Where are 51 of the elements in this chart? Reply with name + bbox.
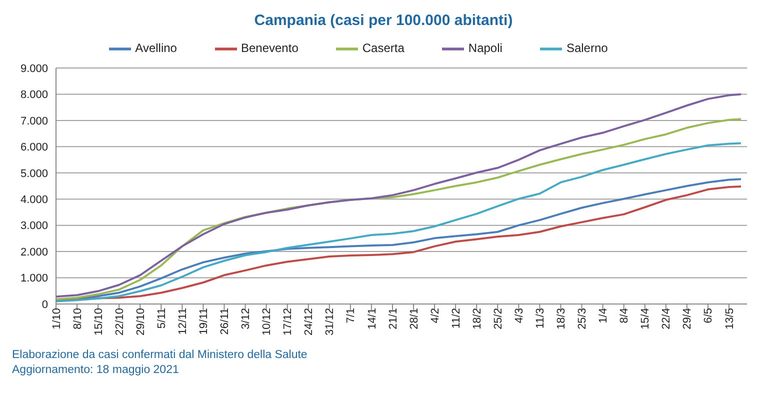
- y-tick-label: 5.000: [20, 168, 48, 180]
- y-tick-label: 0: [42, 298, 48, 311]
- x-tick-label: 6/5: [702, 308, 715, 324]
- y-tick-label: 6.000: [20, 142, 48, 154]
- chart-title: Campania (casi per 100.000 abitanti): [253, 11, 514, 31]
- x-tick-label: 24/12: [303, 308, 316, 336]
- x-tick-label: 11/3: [534, 308, 547, 329]
- x-tick-label: 1/10: [50, 308, 63, 330]
- y-tick-label: 9.000: [20, 62, 48, 75]
- x-tick-label: 22/4: [660, 308, 673, 330]
- x-tick-label: 31/12: [324, 308, 336, 336]
- y-tick-label: 2.000: [20, 246, 48, 258]
- x-tick-label: 18/3: [556, 308, 568, 330]
- x-tick-label: 17/12: [282, 308, 294, 336]
- legend-label: Avellino: [135, 41, 177, 56]
- x-tick-label: 14/1: [366, 308, 378, 330]
- x-tick-label: 4/2: [429, 308, 442, 324]
- x-tick-label: 28/1: [408, 308, 420, 330]
- x-tick-label: 10/12: [261, 308, 274, 336]
- x-tick-label: 8/4: [618, 308, 631, 324]
- y-tick-label: 1.000: [20, 272, 48, 285]
- x-tick-label: 8/10: [72, 308, 84, 330]
- x-tick-label: 22/10: [114, 308, 126, 336]
- legend-label: Salerno: [566, 41, 608, 56]
- x-tick-label: 1/4: [598, 308, 610, 324]
- x-tick-label: 15/10: [92, 308, 105, 336]
- legend-label: Napoli: [468, 41, 502, 56]
- y-tick-label: 8.000: [20, 89, 48, 102]
- legend-label: Benevento: [240, 41, 298, 56]
- x-tick-label: 18/2: [471, 308, 484, 330]
- y-tick-label: 3.000: [20, 220, 48, 232]
- x-tick-label: 7/1: [345, 308, 358, 324]
- x-tick-label: 29/4: [682, 308, 694, 330]
- text: Elaborazione da casi confermati dal Ministero della Salute: [12, 348, 308, 363]
- x-tick-label: 11/2: [450, 308, 462, 329]
- x-tick-label: 13/5: [724, 308, 736, 330]
- y-tick-label: 4.000: [20, 194, 48, 206]
- legend-label: Caserta: [362, 41, 404, 56]
- x-tick-label: 29/10: [134, 308, 147, 336]
- x-tick-label: 21/1: [387, 308, 400, 330]
- y-tick-label: 7.000: [20, 115, 48, 128]
- text: Aggiornamento: 18 maggio 2021: [12, 363, 180, 378]
- x-tick-label: 26/11: [219, 308, 232, 335]
- x-tick-label: 4/3: [513, 308, 526, 324]
- x-tick-label: 5/11: [156, 308, 168, 329]
- x-tick-label: 19/11: [198, 308, 210, 335]
- x-tick-label: 25/2: [492, 308, 504, 330]
- x-tick-label: 25/3: [576, 308, 589, 330]
- x-tick-label: 15/4: [640, 308, 652, 330]
- x-tick-label: 12/11: [176, 308, 189, 335]
- x-tick-label: 3/12: [240, 308, 252, 330]
